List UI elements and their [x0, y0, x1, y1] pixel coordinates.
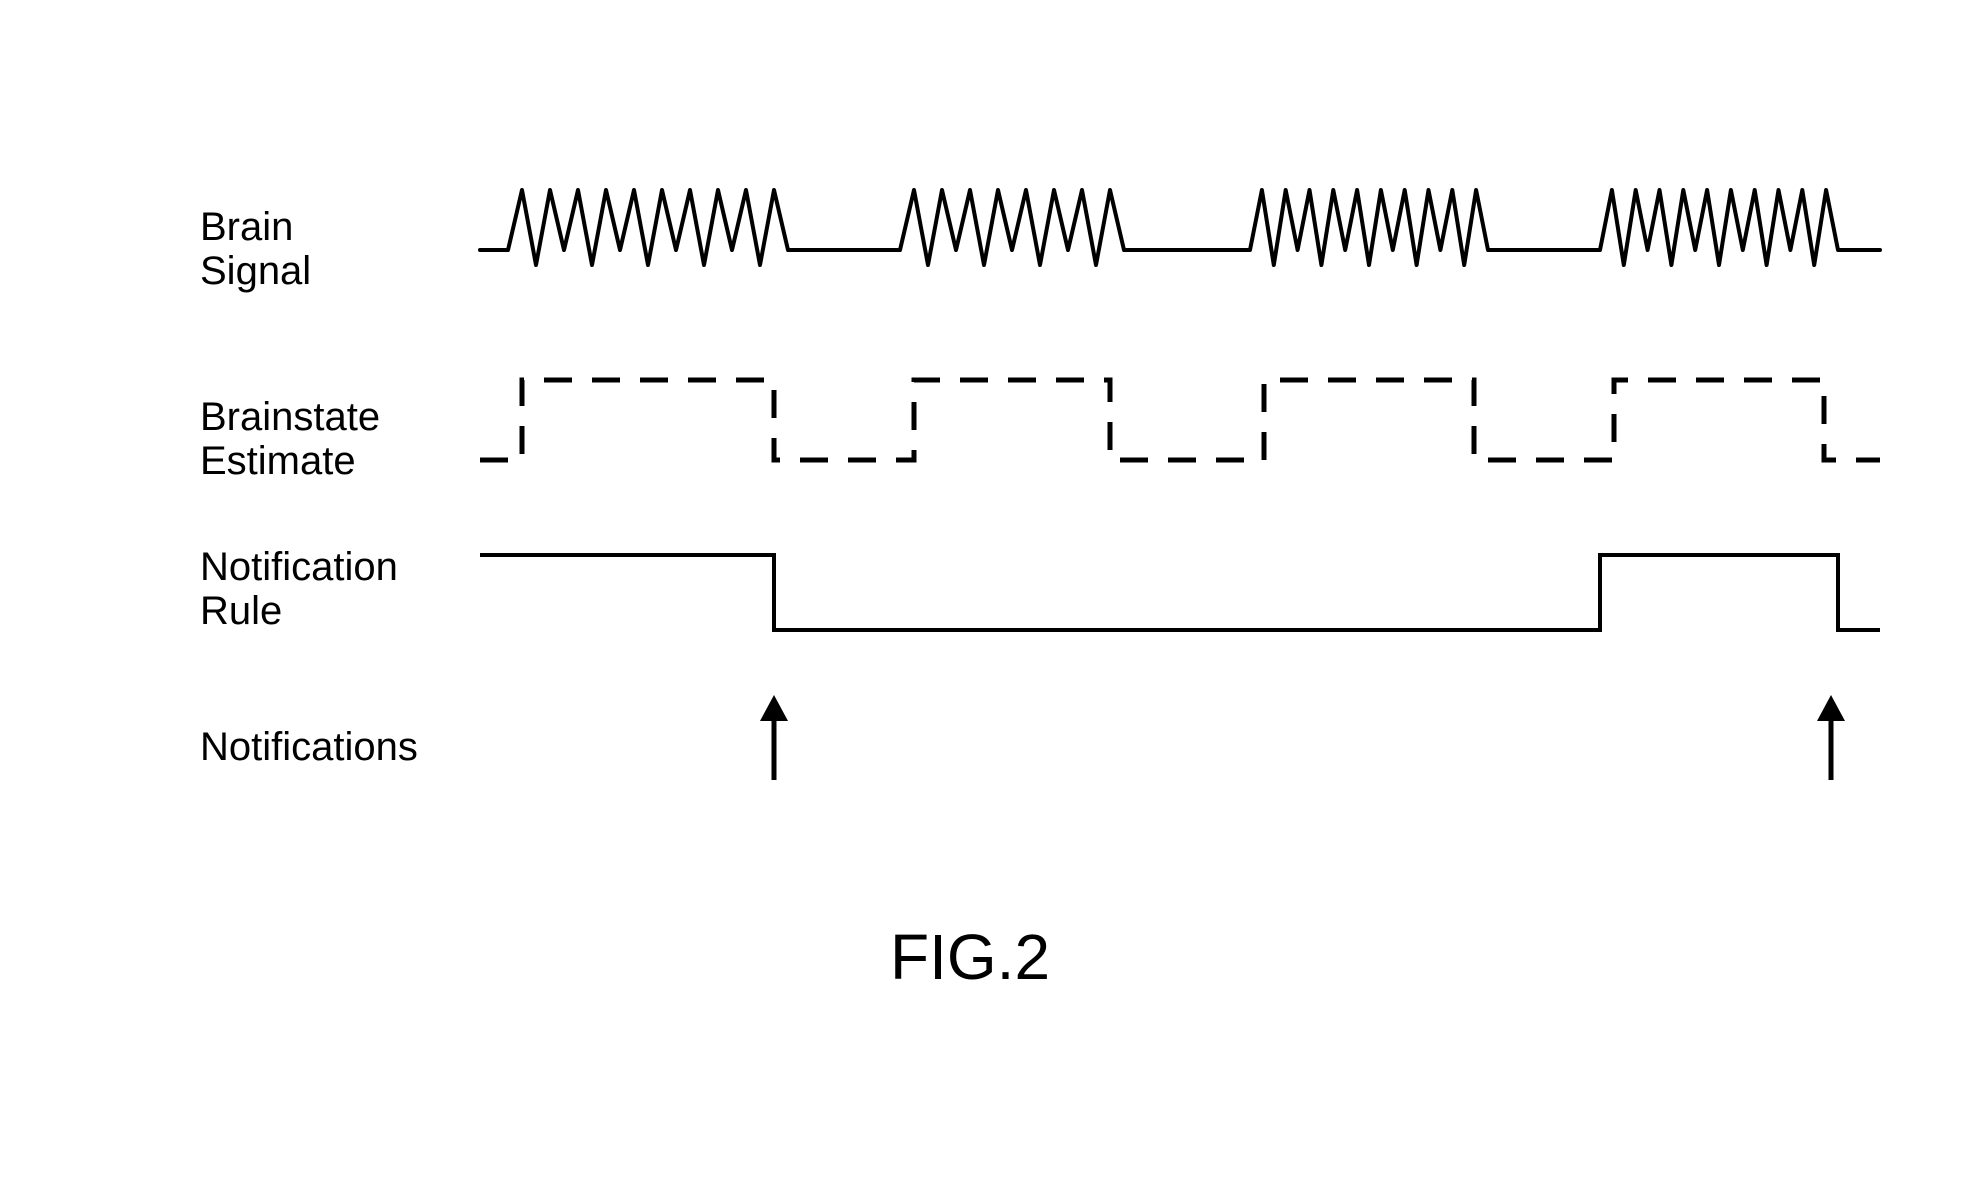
- figure-canvas: Brain Signal Brainstate Estimate Notific…: [0, 0, 1967, 1195]
- notification-rule-label: Notification Rule: [200, 545, 398, 633]
- brain-signal-label: Brain Signal: [200, 205, 311, 293]
- notifications-label: Notifications: [200, 725, 418, 769]
- figure-caption: FIG.2: [890, 920, 1050, 994]
- brainstate-estimate-label: Brainstate Estimate: [200, 395, 380, 483]
- notifications-arrows: [480, 0, 1880, 800]
